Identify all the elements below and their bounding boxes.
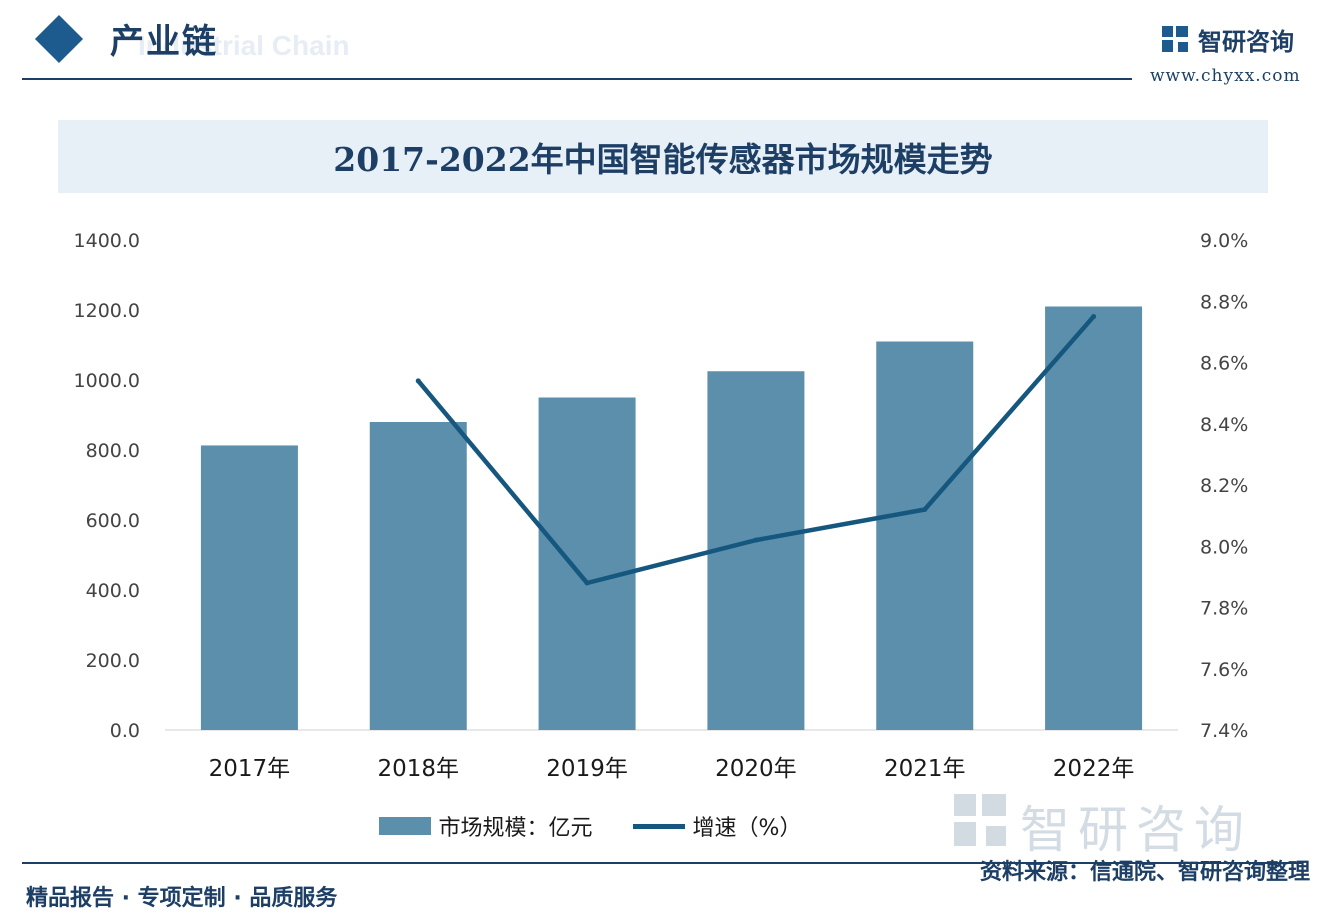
chart-title-banner: 2017-2022年中国智能传感器市场规模走势	[58, 120, 1268, 193]
y-right-tick-label: 7.6%	[1200, 659, 1248, 681]
x-tick-label: 2021年	[884, 756, 966, 782]
legend-item-line: 增速（%）	[632, 810, 802, 842]
bar	[200, 445, 298, 730]
header-divider	[22, 78, 1132, 80]
bar	[876, 341, 974, 730]
footer-divider	[22, 862, 1302, 864]
y-right-tick-label: 8.2%	[1200, 475, 1248, 497]
y-right-tick-label: 8.4%	[1200, 414, 1248, 436]
legend-swatch-line	[632, 823, 685, 829]
chart-title: 2017-2022年中国智能传感器市场规模走势	[333, 139, 993, 179]
line-point	[415, 378, 421, 384]
y-left-tick-label: 600.0	[86, 510, 140, 532]
y-right-tick-label: 8.6%	[1200, 353, 1248, 375]
brand-url[interactable]: www.chyxx.com	[1150, 66, 1301, 86]
footer-tagline: 精品报告 · 专项定制 · 品质服务	[26, 886, 338, 911]
y-right-tick-label: 8.8%	[1200, 291, 1248, 313]
section-title: 产业链	[110, 22, 218, 62]
chart-legend: 市场规模：亿元 增速（%）	[0, 806, 1320, 846]
y-left-tick-label: 0.0	[110, 720, 140, 742]
x-tick-label: 2017年	[209, 756, 291, 782]
y-left-tick-label: 800.0	[86, 440, 140, 462]
legend-label-line: 增速（%）	[692, 816, 802, 841]
y-right-tick-label: 9.0%	[1200, 230, 1248, 252]
legend-item-bar: 市场规模：亿元	[378, 810, 593, 842]
watermark-logo-icon	[954, 794, 1006, 846]
y-left-tick-label: 200.0	[86, 650, 140, 672]
y-right-tick-label: 8.0%	[1200, 536, 1248, 558]
x-tick-label: 2019年	[546, 756, 628, 782]
line-point	[1091, 314, 1097, 320]
header: Industrial Chain 产业链 智研咨询 www.chyxx.com	[0, 0, 1320, 90]
line-point	[584, 580, 590, 586]
brand-name: 智研咨询	[1198, 28, 1294, 56]
bar	[1045, 306, 1143, 730]
y-left-tick-label: 1000.0	[74, 370, 140, 392]
y-left-tick-label: 1400.0	[74, 230, 140, 252]
y-right-tick-label: 7.8%	[1200, 598, 1248, 620]
watermark-text: 智研咨询	[1020, 801, 1252, 859]
y-right-tick-label: 7.4%	[1200, 720, 1248, 742]
legend-label-bar: 市场规模：亿元	[438, 816, 593, 841]
y-left-tick-label: 400.0	[86, 580, 140, 602]
line-point	[753, 537, 759, 543]
x-tick-label: 2020年	[715, 756, 797, 782]
source-note: 资料来源：信通院、智研咨询整理	[979, 860, 1310, 885]
x-tick-label: 2018年	[377, 756, 459, 782]
brand-logo-icon	[1162, 26, 1188, 52]
bar	[369, 422, 467, 730]
x-tick-label: 2022年	[1053, 756, 1135, 782]
legend-swatch-bar	[378, 817, 431, 835]
line-point	[922, 507, 928, 512]
y-left-tick-label: 1200.0	[74, 300, 140, 322]
bar	[538, 397, 636, 730]
